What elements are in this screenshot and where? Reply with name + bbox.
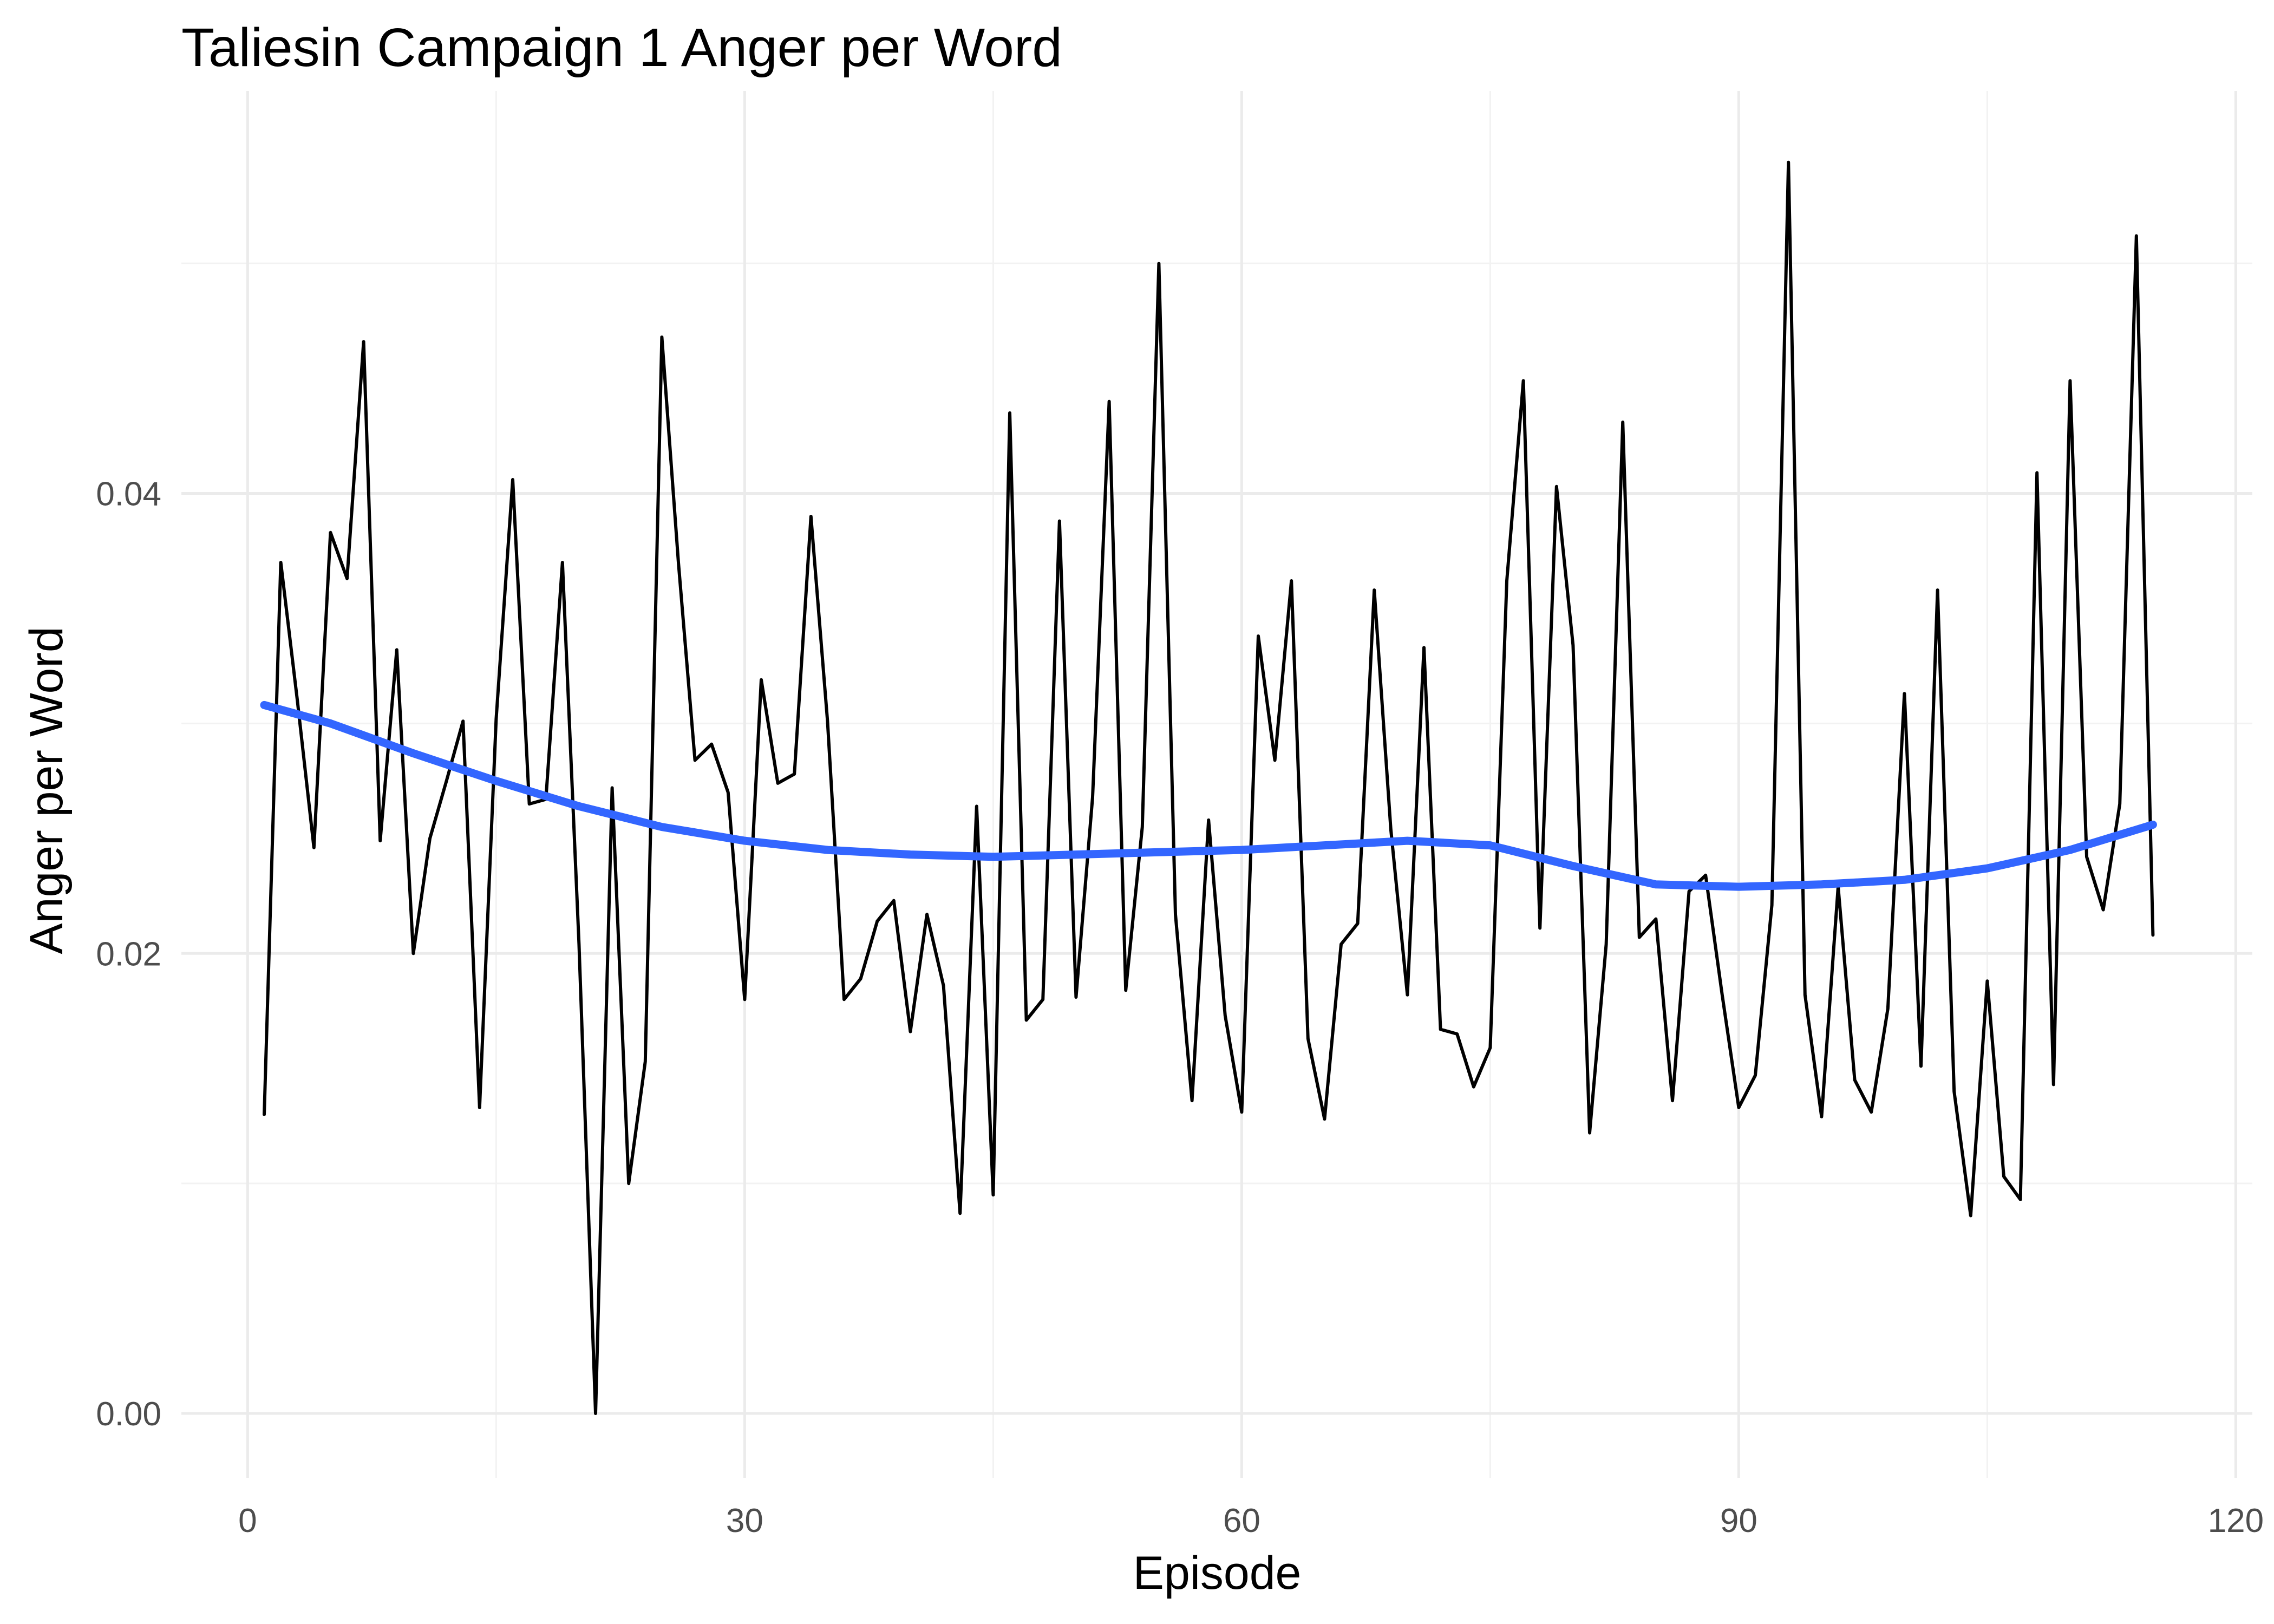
series-layer: [260, 160, 2157, 1415]
y-axis-title: Anger per Word: [21, 626, 73, 954]
y-tick-label: 0.00: [96, 1396, 161, 1433]
grid-major: [181, 91, 2252, 1478]
y-tick-label: 0.04: [96, 476, 161, 513]
y-tick-labels: 0.00 0.02 0.04: [96, 476, 161, 1433]
y-tick-label: 0.02: [96, 935, 161, 973]
x-tick-label: 90: [1720, 1502, 1757, 1540]
x-tick-label: 30: [726, 1502, 763, 1540]
smoothed-trend-line: [260, 700, 2157, 891]
anger-per-word-line: [263, 160, 2155, 1415]
x-tick-label: 120: [2208, 1502, 2264, 1540]
x-tick-label: 0: [238, 1502, 257, 1540]
x-tick-label: 60: [1223, 1502, 1260, 1540]
x-tick-labels: 0 30 60 90 120: [238, 1502, 2264, 1540]
x-axis-title: Episode: [1133, 1547, 1302, 1599]
chart-title: Taliesin Campaign 1 Anger per Word: [181, 17, 1062, 78]
